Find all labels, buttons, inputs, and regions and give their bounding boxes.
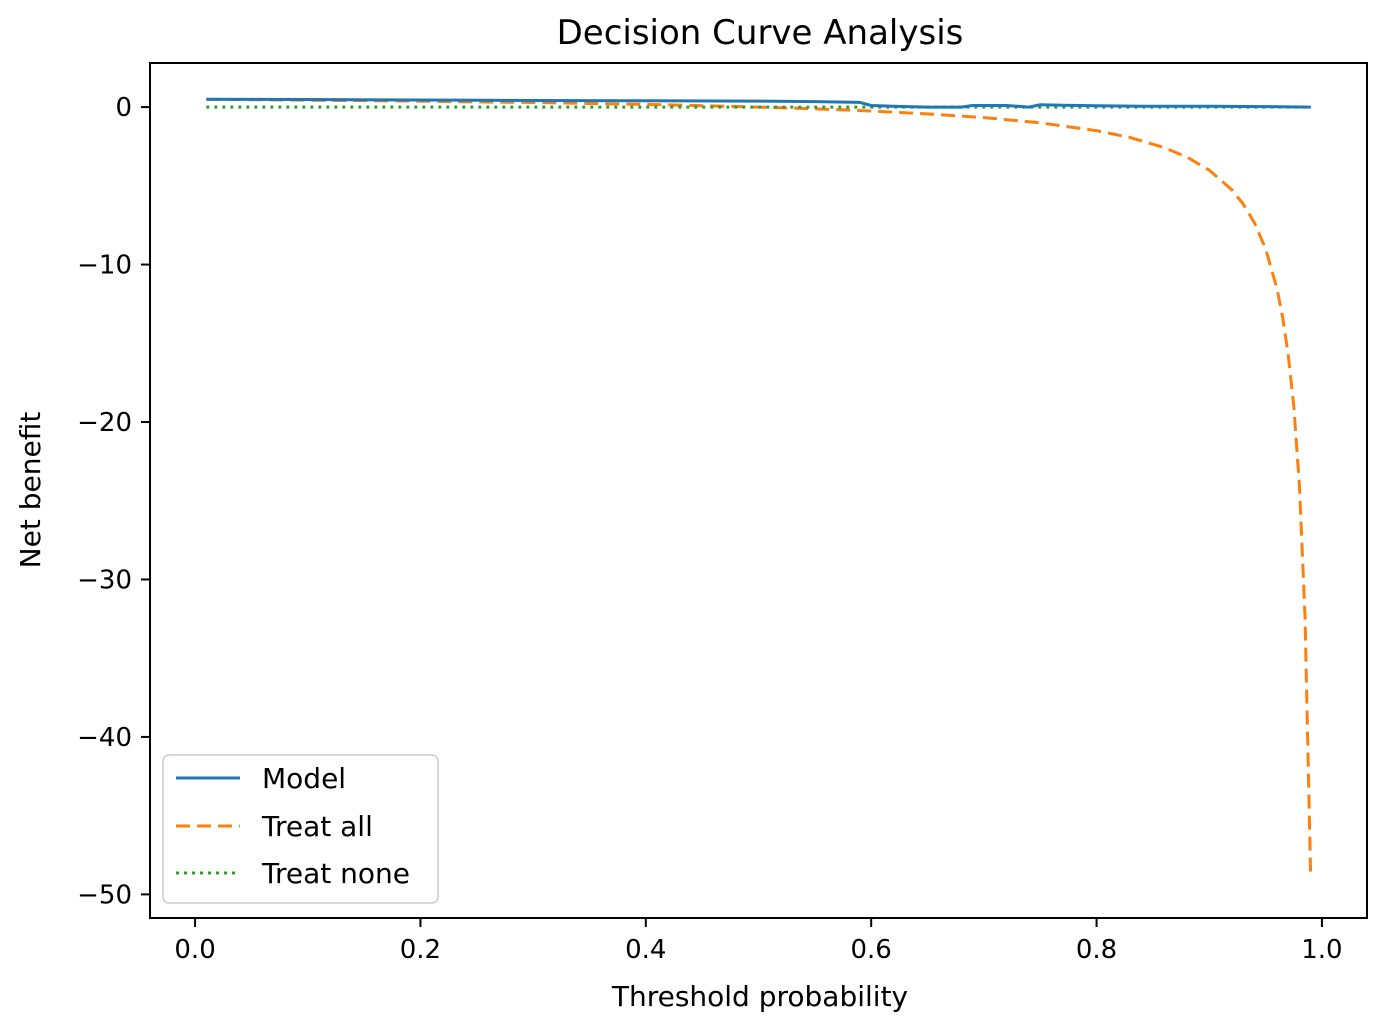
series-layer <box>206 97 1313 879</box>
y-tick-label: −10 <box>77 251 132 281</box>
x-tick-label: 0.4 <box>625 935 666 965</box>
x-axis: 0.0 0.2 0.4 0.6 0.8 1.0 <box>174 918 1343 965</box>
legend-label-treat-none: Treat none <box>261 857 410 890</box>
y-axis-label: Net benefit <box>14 412 47 569</box>
series-line-model <box>206 97 1311 109</box>
series-line-treat-all <box>206 97 1313 879</box>
legend-label-treat-all: Treat all <box>261 810 373 843</box>
y-tick-label: −40 <box>77 723 132 753</box>
y-tick-label: 0 <box>115 93 132 123</box>
y-tick-label: −30 <box>77 565 132 595</box>
x-tick-label: 0.8 <box>1076 935 1117 965</box>
legend-label-model: Model <box>262 762 346 795</box>
x-axis-label: Threshold probability <box>611 980 908 1013</box>
y-tick-label: −20 <box>77 408 132 438</box>
plot-frame <box>149 62 1368 919</box>
legend-box <box>162 754 439 904</box>
x-tick-label: 1.0 <box>1301 935 1342 965</box>
y-tick-label: −50 <box>77 880 132 910</box>
x-tick-label: 0.2 <box>400 935 441 965</box>
legend: Model Treat all Treat none <box>162 754 439 904</box>
x-tick-label: 0.6 <box>851 935 892 965</box>
y-axis: 0 −10 −20 −30 −40 −50 <box>77 93 150 910</box>
chart-title: Decision Curve Analysis <box>557 13 964 53</box>
x-tick-label: 0.0 <box>174 935 215 965</box>
